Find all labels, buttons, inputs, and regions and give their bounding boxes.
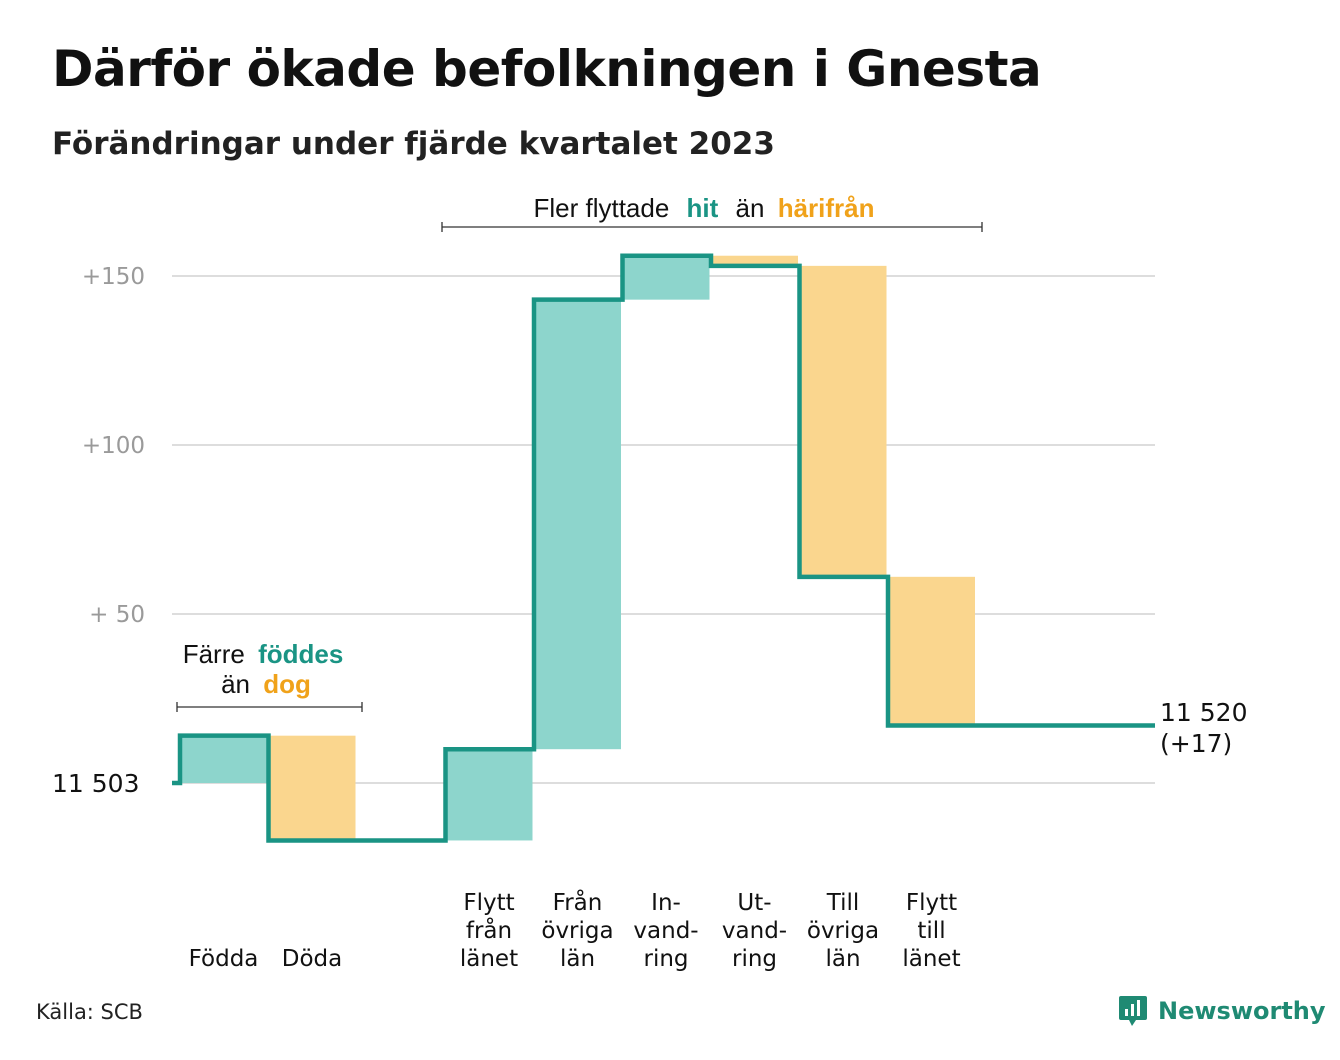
category-label-line: ring [643, 946, 688, 972]
migration-annotation: Fler flyttade hit än härifrån [441, 193, 983, 232]
brand-name: Newsworthy [1158, 997, 1326, 1025]
y-tick-label: +100 [82, 433, 145, 459]
category-label-line: övriga [807, 918, 879, 944]
y-tick-label: + 50 [89, 602, 145, 628]
end-value-label: 11 520 [1160, 698, 1247, 727]
brand-logo: Newsworthy [1118, 994, 1326, 1028]
category-label-line: Till [826, 890, 860, 916]
category-label-line: län [825, 946, 860, 972]
births-annotation: Färre föddes än dog [176, 639, 363, 712]
births-annotation-teal: föddes [258, 639, 343, 669]
newsworthy-icon [1119, 996, 1147, 1026]
chart-title: Därför ökade befolkningen i Gnesta [52, 40, 1042, 98]
category-label-line: Döda [282, 946, 342, 972]
category-label: Ut-vand-ring [722, 890, 787, 972]
migration-annotation-c: än [736, 193, 765, 223]
migration-annotation-a: Fler flyttade [533, 193, 669, 223]
category-label-line: från [466, 916, 512, 944]
cumulative-step-line [172, 253, 1155, 843]
category-label-line: länet [460, 946, 518, 972]
category-label: In-vand-ring [633, 890, 698, 972]
category-label-line: Flytt [463, 890, 514, 916]
source-label: Källa: SCB [36, 1000, 143, 1024]
end-change-label: (+17) [1160, 729, 1232, 758]
chart-subtitle: Förändringar under fjärde kvartalet 2023 [52, 126, 775, 162]
category-label-line: vand- [722, 918, 787, 944]
migration-annotation-orange: härifrån [778, 193, 875, 223]
waterfall-bar [888, 576, 975, 726]
y-tick-label: +150 [82, 264, 145, 290]
category-label-line: övriga [541, 918, 613, 944]
category-label-line: Födda [189, 946, 259, 972]
category-label-line: Från [553, 888, 603, 916]
migration-annotation-teal: hit [687, 193, 719, 223]
category-label-line: länet [902, 946, 960, 972]
category-label-line: till [917, 918, 945, 944]
bars-layer [180, 255, 975, 841]
births-annotation-line1: Färre föddes [183, 639, 344, 669]
births-annotation-line2: än dog [221, 669, 311, 699]
category-label: Födda [189, 946, 259, 972]
waterfall-bar [180, 735, 267, 783]
waterfall-bar [622, 255, 710, 300]
start-value-label: 11 503 [52, 769, 139, 798]
waterfall-bar [799, 265, 887, 577]
category-label-line: Flytt [906, 890, 957, 916]
category-label-line: Ut- [737, 890, 771, 916]
category-label-line: ring [732, 946, 777, 972]
line-layer [172, 253, 1155, 843]
births-annotation-text2: än [221, 669, 250, 699]
waterfall-bar [534, 299, 621, 750]
category-label-line: In- [651, 890, 681, 916]
category-label: Flytt från länet [460, 890, 518, 972]
births-annotation-text: Färre [183, 639, 245, 669]
category-label-line: vand- [633, 918, 698, 944]
category-label: Till övriga län [807, 890, 879, 972]
category-label: Flytt till länet [902, 890, 960, 972]
births-annotation-orange: dog [263, 669, 311, 699]
waterfall-bar [711, 255, 798, 266]
migration-annotation-text: Fler flyttade hit än härifrån [533, 193, 874, 223]
waterfall-bar [445, 749, 533, 841]
category-label-line: län [560, 946, 595, 972]
end-label: 11 520 (+17) [1160, 698, 1247, 758]
category-label: Döda [282, 946, 342, 972]
category-label: Från övriga län [541, 888, 613, 972]
waterfall-bar [268, 735, 356, 841]
